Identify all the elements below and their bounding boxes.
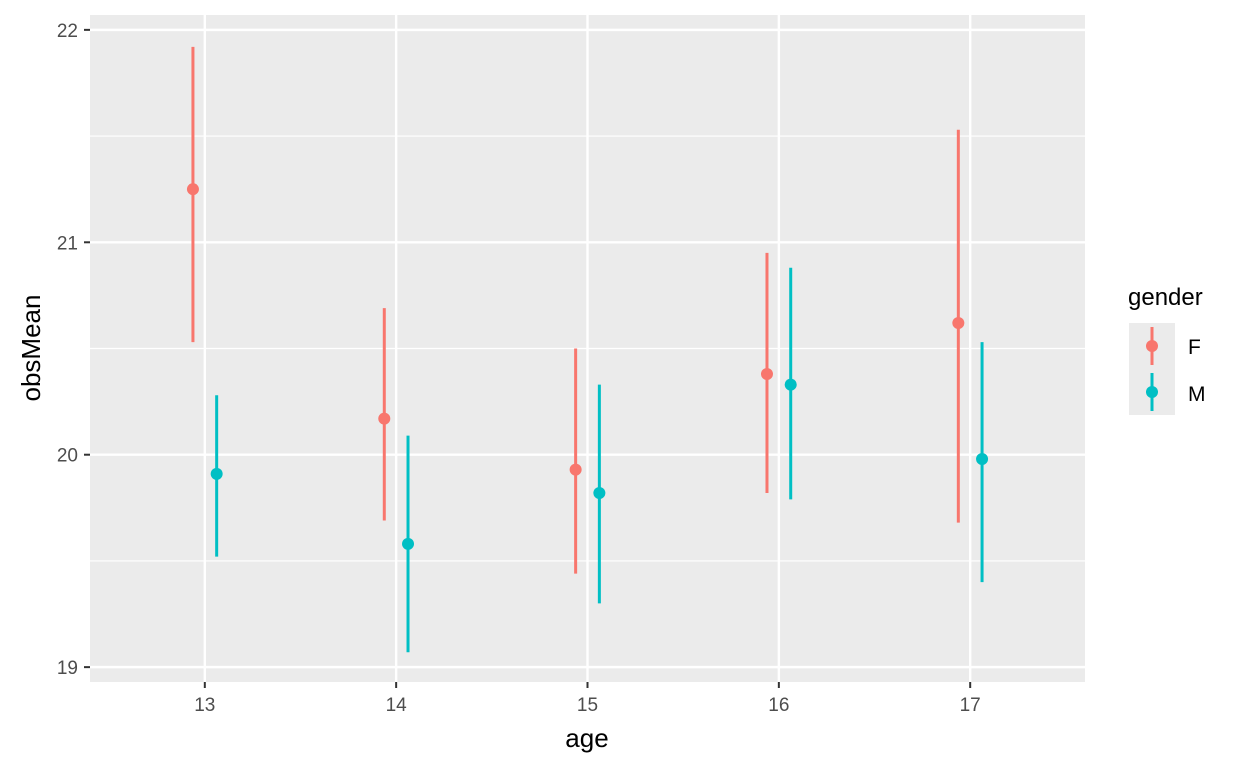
point-f — [952, 317, 965, 330]
point-m — [593, 486, 606, 499]
point-f — [186, 183, 199, 196]
legend: gender F M — [1128, 284, 1206, 415]
x-tick-label: 15 — [577, 695, 598, 716]
y-axis-title: obsMean — [16, 295, 46, 402]
major-grid — [90, 15, 1085, 682]
point-f — [569, 463, 582, 476]
legend-label-m: M — [1188, 383, 1206, 406]
legend-label-f: F — [1188, 336, 1201, 359]
y-tick-label: 21 — [57, 233, 78, 254]
y-tick-label: 20 — [57, 446, 78, 467]
point-m — [210, 467, 223, 480]
data-marks — [186, 46, 989, 653]
point-f — [378, 412, 391, 425]
point-m — [976, 452, 989, 465]
axis-ticks: 19 20 21 22 13 14 15 16 17 — [57, 21, 981, 716]
legend-point-m — [1146, 386, 1158, 398]
point-m — [784, 378, 797, 391]
x-tick-label: 17 — [960, 695, 981, 716]
y-tick-label: 19 — [57, 658, 78, 679]
legend-title: gender — [1128, 284, 1203, 311]
x-tick-label: 13 — [194, 695, 215, 716]
point-f — [760, 367, 773, 380]
x-tick-label: 14 — [386, 695, 408, 716]
legend-point-f — [1146, 340, 1158, 352]
x-axis-title: age — [565, 723, 608, 753]
x-tick-label: 16 — [768, 695, 789, 716]
point-m — [402, 537, 415, 550]
y-tick-label: 22 — [57, 21, 78, 42]
